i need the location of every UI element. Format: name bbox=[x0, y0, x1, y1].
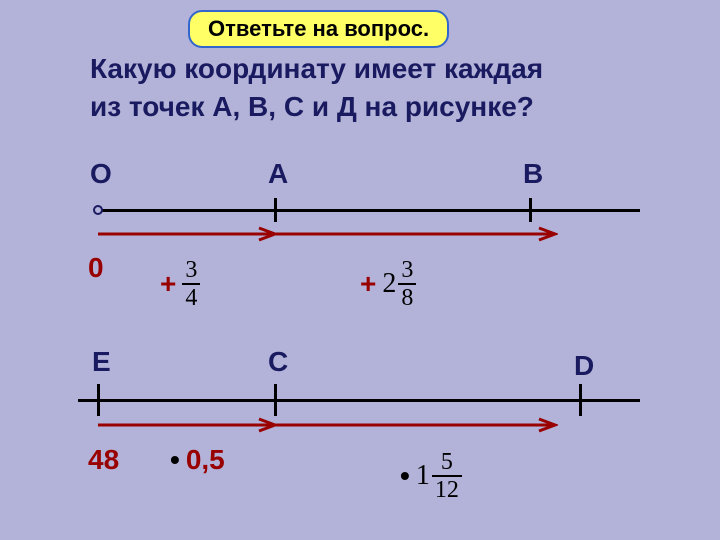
label-O: О bbox=[90, 158, 112, 190]
annot-CD-mixed: 1 5 12 bbox=[416, 450, 462, 502]
arrow-EC bbox=[98, 417, 278, 433]
prompt-badge: Ответьте на вопрос. bbox=[188, 10, 449, 48]
question-text: Какую координату имеет каждая из точек А… bbox=[90, 50, 543, 126]
tick-B bbox=[529, 198, 532, 222]
tick-D bbox=[579, 384, 582, 416]
tick-E bbox=[97, 384, 100, 416]
annot-AB-mixed: 2 3 8 bbox=[382, 258, 416, 310]
arrow-CD bbox=[276, 417, 558, 433]
annot-EC: • 0,5 bbox=[170, 444, 225, 476]
annot-EC-val: 0,5 bbox=[186, 444, 225, 476]
label-D: D bbox=[574, 350, 594, 382]
label-E: Е bbox=[92, 346, 111, 378]
annot-OA: + 3 4 bbox=[160, 258, 200, 310]
arrow-AB bbox=[276, 226, 558, 242]
label-A: А bbox=[268, 158, 288, 190]
prompt-badge-text: Ответьте на вопрос. bbox=[208, 16, 429, 41]
annot-EC-op: • bbox=[170, 444, 180, 476]
annot-OA-fraction: 3 4 bbox=[182, 258, 200, 310]
annot-AB: + 2 3 8 bbox=[360, 258, 416, 310]
axis-2 bbox=[78, 399, 640, 402]
question-line2: из точек А, В, С и Д на рисунке? bbox=[90, 88, 543, 126]
tick-A bbox=[274, 198, 277, 222]
start-value-48: 48 bbox=[88, 444, 119, 476]
arrow-OA bbox=[98, 226, 278, 242]
axis-1 bbox=[98, 209, 640, 212]
annot-CD-op: • bbox=[400, 460, 410, 492]
annot-AB-op: + bbox=[360, 268, 376, 300]
zero-label: 0 bbox=[88, 252, 104, 284]
question-line1: Какую координату имеет каждая bbox=[90, 50, 543, 88]
annot-CD: • 1 5 12 bbox=[400, 450, 462, 502]
label-C: С bbox=[268, 346, 288, 378]
annot-OA-op: + bbox=[160, 268, 176, 300]
origin-ring-1 bbox=[93, 205, 103, 215]
tick-C bbox=[274, 384, 277, 416]
label-B: В bbox=[523, 158, 543, 190]
